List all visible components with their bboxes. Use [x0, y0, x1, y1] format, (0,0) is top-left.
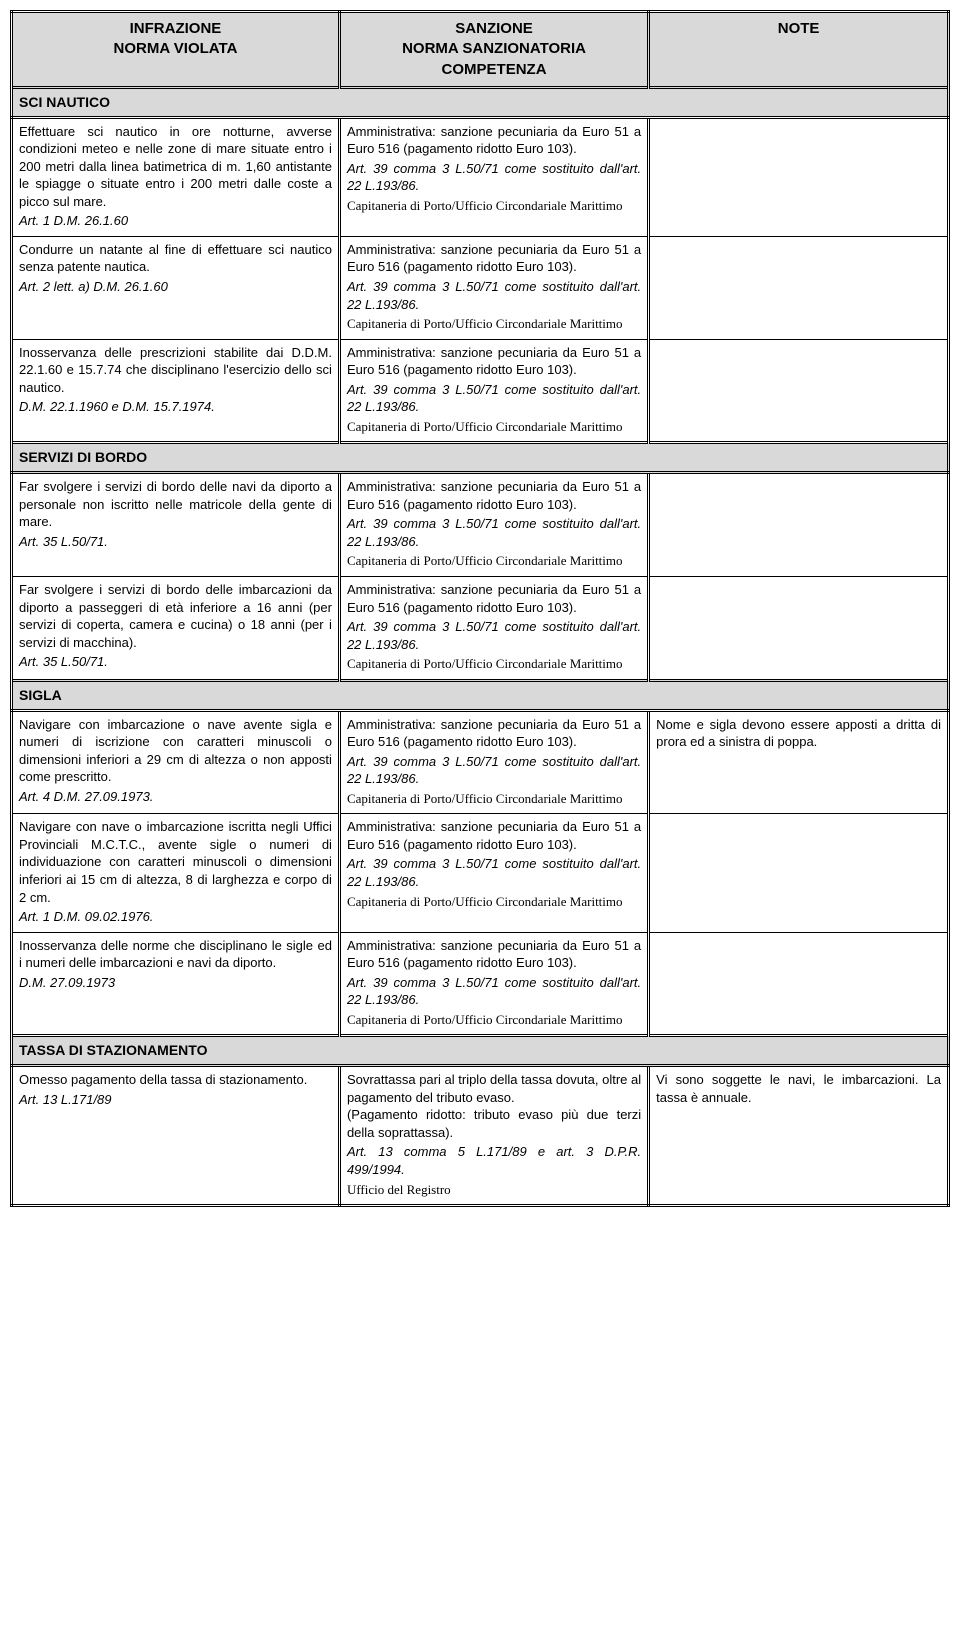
sanzione-art: Art. 39 comma 3 L.50/71 come sostituito …	[347, 381, 641, 416]
infrazione-art: Art. 1 D.M. 09.02.1976.	[19, 908, 332, 926]
infrazione-text: Navigare con imbarcazione o nave avente …	[19, 716, 332, 786]
cell-sanzione: Amministrativa: sanzione pecuniaria da E…	[339, 814, 648, 932]
cell-infrazione: Far svolgere i servizi di bordo delle im…	[12, 577, 340, 681]
table-row: Inosservanza delle prescrizioni stabilit…	[12, 339, 949, 443]
sanzione-competenza: Capitaneria di Porto/Ufficio Circondaria…	[347, 655, 641, 673]
table-row: Condurre un natante al fine di effettuar…	[12, 236, 949, 339]
section-title: SERVIZI DI BORDO	[12, 443, 949, 473]
sanzione-competenza: Capitaneria di Porto/Ufficio Circondaria…	[347, 893, 641, 911]
sanzione-competenza: Ufficio del Registro	[347, 1181, 641, 1199]
cell-sanzione: Amministrativa: sanzione pecuniaria da E…	[339, 117, 648, 236]
sanzione-art: Art. 39 comma 3 L.50/71 come sostituito …	[347, 618, 641, 653]
infrazione-art: D.M. 22.1.1960 e D.M. 15.7.1974.	[19, 398, 332, 416]
infrazione-art: D.M. 27.09.1973	[19, 974, 332, 992]
sanzione-competenza: Capitaneria di Porto/Ufficio Circondaria…	[347, 552, 641, 570]
sanzione-text: Amministrativa: sanzione pecuniaria da E…	[347, 241, 641, 276]
sanzione-competenza: Capitaneria di Porto/Ufficio Circondaria…	[347, 315, 641, 333]
cell-note: Vi sono soggette le navi, le imbarcazion…	[649, 1066, 949, 1206]
sanzione-competenza: Capitaneria di Porto/Ufficio Circondaria…	[347, 197, 641, 215]
sanzione-competenza: Capitaneria di Porto/Ufficio Circondaria…	[347, 790, 641, 808]
sanzione-art: Art. 39 comma 3 L.50/71 come sostituito …	[347, 753, 641, 788]
cell-infrazione: Navigare con nave o imbarcazione iscritt…	[12, 814, 340, 932]
sanzione-text: Amministrativa: sanzione pecuniaria da E…	[347, 123, 641, 158]
infrazione-text: Omesso pagamento della tassa di staziona…	[19, 1071, 332, 1089]
cell-infrazione: Effettuare sci nautico in ore notturne, …	[12, 117, 340, 236]
header-row: INFRAZIONENORMA VIOLATA SANZIONENORMA SA…	[12, 12, 949, 88]
header-note: NOTE	[649, 12, 949, 88]
sanzione-art: Art. 39 comma 3 L.50/71 come sostituito …	[347, 974, 641, 1009]
sanzione-text: Sovrattassa pari al triplo della tassa d…	[347, 1071, 641, 1141]
cell-note	[649, 473, 949, 577]
cell-note	[649, 577, 949, 681]
sanzione-text: Amministrativa: sanzione pecuniaria da E…	[347, 581, 641, 616]
sanzione-art: Art. 13 comma 5 L.171/89 e art. 3 D.P.R.…	[347, 1143, 641, 1178]
table-row: Inosservanza delle norme che disciplinan…	[12, 932, 949, 1036]
section-title: TASSA DI STAZIONAMENTO	[12, 1036, 949, 1066]
section-header: SIGLA	[12, 680, 949, 710]
infrazione-text: Condurre un natante al fine di effettuar…	[19, 241, 332, 276]
header-sanzione: SANZIONENORMA SANZIONATORIACOMPETENZA	[339, 12, 648, 88]
infrazione-art: Art. 4 D.M. 27.09.1973.	[19, 788, 332, 806]
cell-note: Nome e sigla devono essere apposti a dri…	[649, 710, 949, 814]
infrazione-art: Art. 13 L.171/89	[19, 1091, 332, 1109]
table-row: Navigare con imbarcazione o nave avente …	[12, 710, 949, 814]
section-header: SCI NAUTICO	[12, 87, 949, 117]
sanzione-art: Art. 39 comma 3 L.50/71 come sostituito …	[347, 278, 641, 313]
infrazione-art: Art. 1 D.M. 26.1.60	[19, 212, 332, 230]
cell-sanzione: Amministrativa: sanzione pecuniaria da E…	[339, 339, 648, 443]
infractions-table: INFRAZIONENORMA VIOLATA SANZIONENORMA SA…	[10, 10, 950, 1207]
cell-note	[649, 814, 949, 932]
infrazione-text: Far svolgere i servizi di bordo delle na…	[19, 478, 332, 531]
sanzione-text: Amministrativa: sanzione pecuniaria da E…	[347, 478, 641, 513]
cell-infrazione: Navigare con imbarcazione o nave avente …	[12, 710, 340, 814]
cell-sanzione: Amministrativa: sanzione pecuniaria da E…	[339, 932, 648, 1036]
sanzione-art: Art. 39 comma 3 L.50/71 come sostituito …	[347, 855, 641, 890]
infrazione-text: Far svolgere i servizi di bordo delle im…	[19, 581, 332, 651]
cell-note	[649, 236, 949, 339]
infrazione-text: Effettuare sci nautico in ore notturne, …	[19, 123, 332, 211]
sanzione-text: Amministrativa: sanzione pecuniaria da E…	[347, 818, 641, 853]
sanzione-text: Amministrativa: sanzione pecuniaria da E…	[347, 937, 641, 972]
section-header: SERVIZI DI BORDO	[12, 443, 949, 473]
cell-infrazione: Condurre un natante al fine di effettuar…	[12, 236, 340, 339]
cell-sanzione: Sovrattassa pari al triplo della tassa d…	[339, 1066, 648, 1206]
cell-infrazione: Inosservanza delle prescrizioni stabilit…	[12, 339, 340, 443]
sanzione-competenza: Capitaneria di Porto/Ufficio Circondaria…	[347, 418, 641, 436]
header-infrazione: INFRAZIONENORMA VIOLATA	[12, 12, 340, 88]
table-row: Far svolgere i servizi di bordo delle im…	[12, 577, 949, 681]
cell-sanzione: Amministrativa: sanzione pecuniaria da E…	[339, 710, 648, 814]
cell-sanzione: Amministrativa: sanzione pecuniaria da E…	[339, 473, 648, 577]
infrazione-art: Art. 2 lett. a) D.M. 26.1.60	[19, 278, 332, 296]
infrazione-text: Navigare con nave o imbarcazione iscritt…	[19, 818, 332, 906]
infrazione-text: Inosservanza delle prescrizioni stabilit…	[19, 344, 332, 397]
table-row: Omesso pagamento della tassa di staziona…	[12, 1066, 949, 1206]
cell-infrazione: Omesso pagamento della tassa di staziona…	[12, 1066, 340, 1206]
sanzione-art: Art. 39 comma 3 L.50/71 come sostituito …	[347, 515, 641, 550]
cell-note	[649, 339, 949, 443]
cell-infrazione: Far svolgere i servizi di bordo delle na…	[12, 473, 340, 577]
table-row: Navigare con nave o imbarcazione iscritt…	[12, 814, 949, 932]
sanzione-text: Amministrativa: sanzione pecuniaria da E…	[347, 716, 641, 751]
cell-note	[649, 932, 949, 1036]
sanzione-competenza: Capitaneria di Porto/Ufficio Circondaria…	[347, 1011, 641, 1029]
sanzione-art: Art. 39 comma 3 L.50/71 come sostituito …	[347, 160, 641, 195]
infrazione-art: Art. 35 L.50/71.	[19, 653, 332, 671]
cell-note	[649, 117, 949, 236]
cell-infrazione: Inosservanza delle norme che disciplinan…	[12, 932, 340, 1036]
cell-sanzione: Amministrativa: sanzione pecuniaria da E…	[339, 236, 648, 339]
infrazione-text: Inosservanza delle norme che disciplinan…	[19, 937, 332, 972]
table-row: Effettuare sci nautico in ore notturne, …	[12, 117, 949, 236]
section-title: SCI NAUTICO	[12, 87, 949, 117]
section-title: SIGLA	[12, 680, 949, 710]
cell-sanzione: Amministrativa: sanzione pecuniaria da E…	[339, 577, 648, 681]
table-row: Far svolgere i servizi di bordo delle na…	[12, 473, 949, 577]
section-header: TASSA DI STAZIONAMENTO	[12, 1036, 949, 1066]
infrazione-art: Art. 35 L.50/71.	[19, 533, 332, 551]
sanzione-text: Amministrativa: sanzione pecuniaria da E…	[347, 344, 641, 379]
